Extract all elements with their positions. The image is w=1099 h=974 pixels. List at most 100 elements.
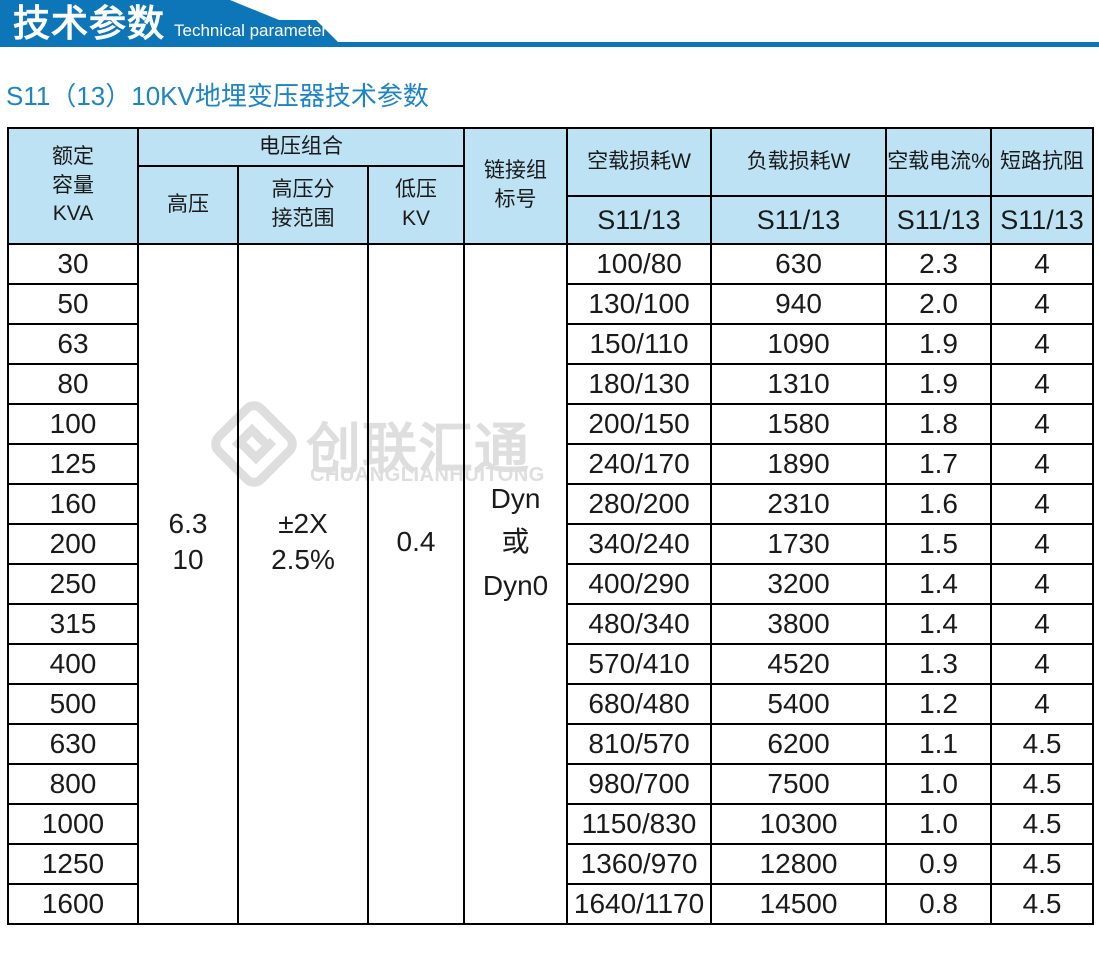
table-row: 30 6.3 10 ±2X 2.5% 0.4 Dyn 或 Dyn0 100/80 630 2.…: [7, 243, 1095, 925]
cell-no-load-current: 1.9: [885, 363, 993, 405]
cell-no-load-current: 1.4: [885, 603, 993, 645]
cell-kva: 800: [7, 763, 139, 805]
cell-lv-merged: 0.4: [366, 243, 466, 925]
cell-load-loss: 940: [710, 283, 888, 325]
table-row: 800 980/700 7500 1.0 4.5: [7, 763, 1095, 805]
cell-impedance: 4: [990, 363, 1095, 405]
cell-no-load-loss: 1150/830: [566, 803, 713, 845]
cell-kva: 1250: [7, 843, 139, 885]
section-title: S11（13）10KV地埋变压器技术参数: [6, 81, 429, 111]
cell-impedance: 4: [990, 243, 1095, 285]
cell-impedance: 4: [990, 563, 1095, 605]
cell-no-load-loss: 480/340: [566, 603, 713, 645]
cell-impedance: 4: [990, 643, 1095, 685]
cell-impedance: 4.5: [990, 843, 1095, 885]
header-hv-tap-range: 高压分 接范围: [237, 165, 369, 245]
cell-tap-range-merged: ±2X 2.5%: [237, 243, 369, 925]
cell-no-load-current: 1.0: [885, 803, 993, 845]
cell-impedance: 4: [990, 443, 1095, 485]
header-model-load-loss: S11/13: [710, 195, 888, 245]
cell-no-load-current: 1.1: [885, 723, 993, 765]
table-row: 100 200/150 1580 1.8 4: [7, 403, 1095, 445]
cell-kva: 63: [7, 323, 139, 365]
cell-kva: 400: [7, 643, 139, 685]
cell-load-loss: 3800: [710, 603, 888, 645]
cell-no-load-current: 1.8: [885, 403, 993, 445]
header-model-no-load-loss: S11/13: [566, 195, 713, 245]
cell-no-load-loss: 980/700: [566, 763, 713, 805]
cell-no-load-current: 2.3: [885, 243, 993, 285]
header-no-load-current: 空载电流%: [885, 127, 993, 197]
cell-kva: 1600: [7, 883, 139, 925]
cell-no-load-current: 1.2: [885, 683, 993, 725]
cell-load-loss: 1310: [710, 363, 888, 405]
cell-load-loss: 7500: [710, 763, 888, 805]
table-row: 630 810/570 6200 1.1 4.5: [7, 723, 1095, 765]
cell-no-load-loss: 680/480: [566, 683, 713, 725]
header-load-loss: 负载损耗W: [710, 127, 888, 197]
cell-impedance: 4: [990, 483, 1095, 525]
cell-no-load-current: 0.9: [885, 843, 993, 885]
cell-impedance: 4: [990, 323, 1095, 365]
table-row: 125 240/170 1890 1.7 4: [7, 443, 1095, 485]
table-row: 200 340/240 1730 1.5 4: [7, 523, 1095, 565]
table-row: 400 570/410 4520 1.3 4: [7, 643, 1095, 685]
cell-no-load-loss: 340/240: [566, 523, 713, 565]
table-row: 160 280/200 2310 1.6 4: [7, 483, 1095, 525]
spec-table-body: 30 6.3 10 ±2X 2.5% 0.4 Dyn 或 Dyn0 100/80 630 2.…: [7, 243, 1095, 925]
cell-impedance: 4: [990, 683, 1095, 725]
cell-kva: 100: [7, 403, 139, 445]
cell-impedance: 4.5: [990, 883, 1095, 925]
cell-kva: 30: [7, 243, 139, 285]
cell-hv-merged: 6.3 10: [137, 243, 239, 925]
cell-impedance: 4: [990, 403, 1095, 445]
banner-title-cn: 技术参数: [13, 3, 165, 44]
cell-no-load-current: 1.7: [885, 443, 993, 485]
table-row: 500 680/480 5400 1.2 4: [7, 683, 1095, 725]
cell-no-load-loss: 1640/1170: [566, 883, 713, 925]
cell-impedance: 4.5: [990, 803, 1095, 845]
table-row: 1600 1640/1170 14500 0.8 4.5: [7, 883, 1095, 925]
cell-no-load-loss: 150/110: [566, 323, 713, 365]
cell-kva: 315: [7, 603, 139, 645]
cell-load-loss: 1730: [710, 523, 888, 565]
cell-load-loss: 10300: [710, 803, 888, 845]
table-row: 80 180/130 1310 1.9 4: [7, 363, 1095, 405]
cell-no-load-loss: 280/200: [566, 483, 713, 525]
table-row: 250 400/290 3200 1.4 4: [7, 563, 1095, 605]
cell-load-loss: 12800: [710, 843, 888, 885]
cell-kva: 50: [7, 283, 139, 325]
header-lv: 低压 KV: [366, 165, 466, 245]
cell-no-load-current: 0.8: [885, 883, 993, 925]
cell-kva: 160: [7, 483, 139, 525]
table-row: 315 480/340 3800 1.4 4: [7, 603, 1095, 645]
cell-kva: 125: [7, 443, 139, 485]
cell-load-loss: 14500: [710, 883, 888, 925]
cell-load-loss: 4520: [710, 643, 888, 685]
cell-load-loss: 630: [710, 243, 888, 285]
cell-no-load-current: 1.4: [885, 563, 993, 605]
table-row: 63 150/110 1090 1.9 4: [7, 323, 1095, 365]
cell-kva: 250: [7, 563, 139, 605]
cell-load-loss: 1090: [710, 323, 888, 365]
cell-load-loss: 1580: [710, 403, 888, 445]
cell-load-loss: 1890: [710, 443, 888, 485]
cell-no-load-current: 2.0: [885, 283, 993, 325]
cell-impedance: 4: [990, 603, 1095, 645]
cell-kva: 1000: [7, 803, 139, 845]
header-hv: 高压: [137, 165, 239, 245]
cell-no-load-loss: 240/170: [566, 443, 713, 485]
cell-no-load-current: 1.9: [885, 323, 993, 365]
cell-load-loss: 3200: [710, 563, 888, 605]
cell-no-load-loss: 810/570: [566, 723, 713, 765]
cell-connection-merged: Dyn 或 Dyn0: [463, 243, 569, 925]
header-connection-group: 链接组 标号: [463, 127, 569, 245]
cell-impedance: 4: [990, 283, 1095, 325]
cell-impedance: 4: [990, 523, 1095, 565]
cell-no-load-loss: 180/130: [566, 363, 713, 405]
table-row: 1250 1360/970 12800 0.9 4.5: [7, 843, 1095, 885]
cell-kva: 200: [7, 523, 139, 565]
cell-no-load-current: 1.3: [885, 643, 993, 685]
page-header: 技术参数 Technical parameter: [0, 0, 1099, 50]
